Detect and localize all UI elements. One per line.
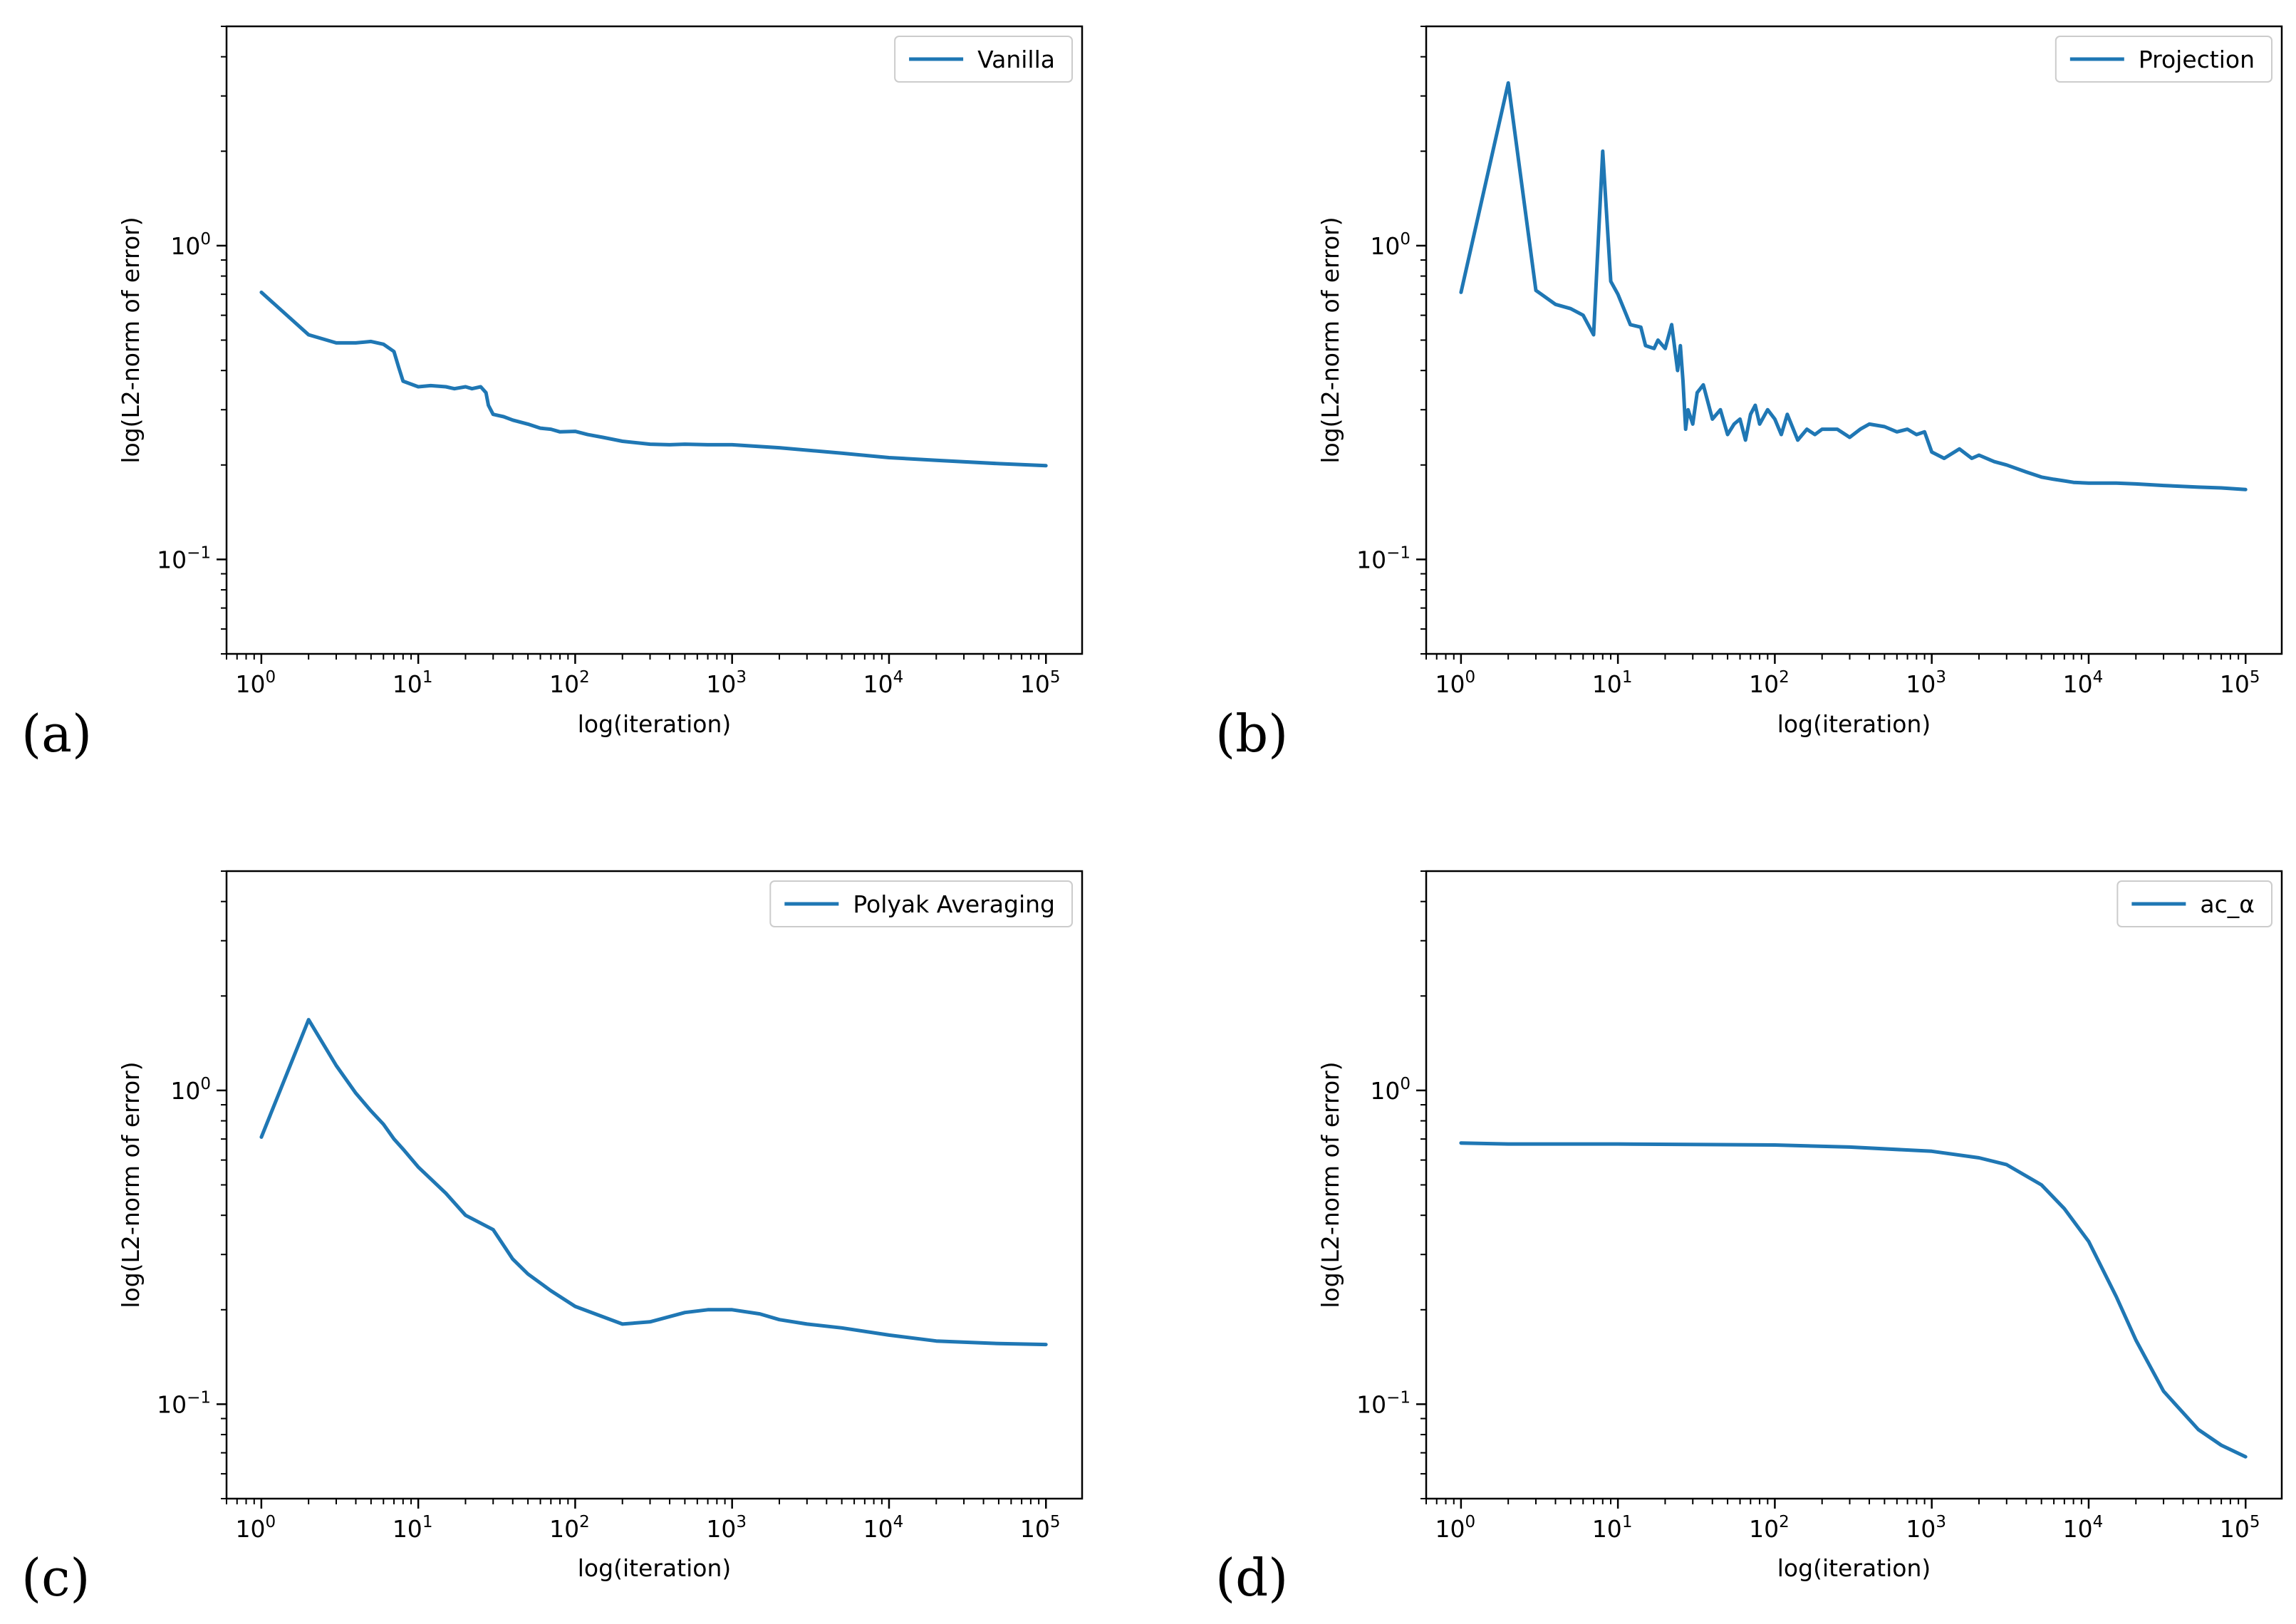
series-line [259,290,1048,468]
y-axis-label: log(L2-norm of error) [117,217,145,463]
y-tick-label: 100 [1370,1075,1411,1105]
legend-label: Polyak Averaging [853,890,1055,918]
x-tick-label: 105 [2220,668,2260,698]
x-tick-label: 101 [393,668,433,698]
legend-label: Vanilla [977,46,1055,73]
panel-4: 100 101 102 103 104 105 100 10−1 log(iteration) l… [1316,870,2283,1582]
x-axis-label: log(iteration) [1777,1554,1931,1582]
x-tick-label: 100 [1435,1513,1476,1543]
x-tick-label: 104 [2063,1513,2104,1543]
x-minor-ticks [1425,654,2240,660]
x-tick-label: 105 [1020,1513,1061,1543]
x-tick-label: 100 [1435,668,1476,698]
y-tick-label: 10−1 [157,543,211,573]
series-line [1459,1141,2248,1459]
x-tick-label: 104 [2063,668,2104,698]
legend: ac_α [2116,880,2272,927]
legend-box [2116,880,2272,927]
y-tick-label: 10−1 [157,1388,211,1418]
x-minor-ticks [1425,1499,2240,1504]
legend: Vanilla [894,36,1073,83]
plot-area-frame [1425,870,2283,1500]
y-axis-label: log(L2-norm of error) [1316,217,1344,463]
y-tick-label: 10−1 [1356,1388,1411,1418]
x-tick-label: 103 [1906,1513,1946,1543]
x-tick-label: 101 [1592,1513,1633,1543]
y-tick-label: 100 [170,230,211,260]
x-tick-label: 102 [1749,1513,1789,1543]
x-tick-label: 103 [1906,668,1946,698]
x-minor-ticks [226,654,1040,660]
x-tick-label: 102 [549,668,590,698]
panel-tag: (d) [1215,1548,1288,1608]
x-tick-label: 100 [236,668,276,698]
panel-1: 100 101 102 103 104 105 100 10−1 log(iteration) l… [117,25,1084,738]
x-tick-label: 105 [1020,668,1061,698]
series-line [1459,81,2248,491]
legend-box [2055,36,2272,83]
legend-label: ac_α [2200,890,2255,918]
plot-area-frame [225,25,1084,655]
panel-3: 100 101 102 103 104 105 100 10−1 log(iteration) l… [117,870,1084,1582]
x-tick-label: 100 [236,1513,276,1543]
panel-tag: (b) [1215,704,1288,764]
x-tick-label: 103 [706,668,747,698]
y-axis-label: log(L2-norm of error) [1316,1061,1344,1308]
x-tick-label: 103 [706,1513,747,1543]
x-axis-label: log(iteration) [1777,710,1931,738]
panel-tag: (a) [21,704,92,764]
plot-area-frame [225,870,1084,1500]
legend: Projection [2055,36,2272,83]
plot-area-frame [1425,25,2283,655]
y-minor-ticks [221,26,227,655]
x-tick-label: 102 [1749,668,1789,698]
y-axis-label: log(L2-norm of error) [117,1061,145,1308]
legend-box [894,36,1073,83]
y-tick-label: 10−1 [1356,543,1411,573]
panel-tag: (c) [21,1548,90,1608]
x-tick-label: 101 [1592,668,1633,698]
x-minor-ticks [226,1499,1040,1504]
x-tick-label: 101 [393,1513,433,1543]
y-tick-label: 100 [170,1075,211,1105]
legend-box [769,880,1073,927]
x-axis-label: log(iteration) [578,710,731,738]
y-minor-ticks [1420,26,1426,655]
x-tick-label: 104 [863,1513,904,1543]
y-minor-ticks [221,870,227,1499]
y-minor-ticks [1420,870,1426,1499]
y-tick-label: 100 [1370,230,1411,260]
panel-2: 100 101 102 103 104 105 100 10−1 log(iteration) l… [1316,25,2283,738]
legend: Polyak Averaging [769,880,1073,927]
x-tick-label: 102 [549,1513,590,1543]
series-line [259,1018,1048,1347]
x-tick-label: 104 [863,668,904,698]
x-tick-label: 105 [2220,1513,2260,1543]
x-axis-label: log(iteration) [578,1554,731,1582]
legend-label: Projection [2139,46,2255,73]
